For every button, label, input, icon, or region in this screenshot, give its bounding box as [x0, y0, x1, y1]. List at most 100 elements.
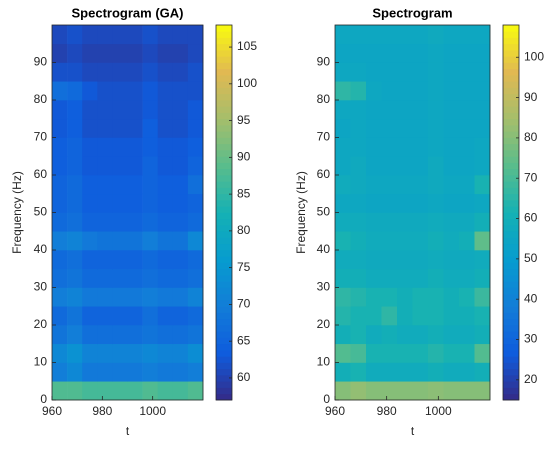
- heatmap-cell: [82, 81, 98, 101]
- heatmap-cell: [112, 118, 128, 138]
- heatmap-cell: [381, 381, 398, 401]
- heatmap-cell: [335, 231, 351, 251]
- heatmap-cell: [172, 156, 189, 176]
- heatmap-cell: [67, 25, 83, 45]
- colorbar-segment: [503, 143, 519, 151]
- heatmap-cell: [459, 43, 475, 63]
- y-tick-label: 10: [317, 355, 331, 369]
- heatmap-cell: [350, 156, 367, 176]
- colorbar-segment: [216, 343, 232, 351]
- heatmap-cell: [97, 381, 113, 401]
- heatmap-cell: [412, 62, 429, 82]
- heatmap-cell: [187, 81, 204, 101]
- heatmap-cell: [67, 156, 83, 176]
- heatmap-cell: [172, 325, 189, 345]
- heatmap-cell: [459, 62, 475, 82]
- heatmap-cell: [157, 62, 174, 82]
- heatmap-cell: [335, 43, 351, 63]
- heatmap-cell: [112, 62, 128, 82]
- heatmap-cell: [142, 343, 158, 363]
- colorbar-segment: [216, 387, 232, 395]
- y-axis-label: Frequency (Hz): [10, 171, 24, 254]
- colorbar-segment: [216, 43, 232, 51]
- heatmap-cell: [428, 137, 444, 157]
- heatmap-cell: [459, 156, 475, 176]
- colorbar-segment: [216, 237, 232, 245]
- heatmap-cell: [187, 212, 204, 232]
- heatmap-cell: [142, 100, 158, 120]
- colorbar-frame: [215, 24, 233, 401]
- heatmap-cell: [350, 287, 367, 307]
- heatmap-cell: [187, 287, 204, 307]
- heatmap-cell: [335, 381, 351, 401]
- y-tick-label: 0: [40, 392, 47, 406]
- heatmap-cell: [97, 100, 113, 120]
- y-tick-label: 60: [317, 167, 331, 181]
- heatmap-cell: [428, 175, 444, 195]
- heatmap-cell: [412, 43, 429, 63]
- colorbar-tick-label: 40: [524, 291, 538, 305]
- heatmap-cell: [67, 175, 83, 195]
- heatmap-cell: [127, 175, 143, 195]
- heatmap-cell: [412, 156, 429, 176]
- heatmap-cell: [82, 268, 98, 288]
- heatmap-cell: [97, 250, 113, 270]
- colorbar-segment: [216, 25, 232, 32]
- heatmap-cell: [474, 287, 491, 307]
- heatmap-cell: [97, 81, 113, 101]
- heatmap-cell: [67, 343, 83, 363]
- colorbar-segment: [503, 262, 519, 270]
- colorbar-segment: [503, 387, 519, 395]
- colorbar-segment: [503, 268, 519, 276]
- heatmap-cell: [157, 175, 174, 195]
- colorbar-segment: [503, 381, 519, 388]
- heatmap-cell: [112, 343, 128, 363]
- colorbar-segment: [503, 225, 519, 232]
- heatmap-cell: [366, 25, 382, 45]
- colorbar-segment: [216, 150, 232, 157]
- heatmap-cell: [412, 25, 429, 45]
- heatmap-cell: [443, 268, 460, 288]
- x-tick-label: 960: [325, 404, 345, 418]
- heatmap-cell: [112, 100, 128, 120]
- heatmap-cell: [157, 25, 174, 45]
- colorbar-tick-label: 100: [237, 76, 257, 90]
- heatmap-cell: [97, 268, 113, 288]
- heatmap-cell: [428, 62, 444, 82]
- heatmap-cell: [366, 100, 382, 120]
- heatmap-cell: [350, 306, 367, 326]
- y-tick-label: 90: [317, 55, 331, 69]
- colorbar-segment: [503, 250, 519, 257]
- colorbar-segment: [216, 75, 232, 82]
- heatmap-cell: [366, 306, 382, 326]
- heatmap-cell: [474, 175, 491, 195]
- colorbar-segment: [503, 362, 519, 370]
- heatmap-cell: [112, 25, 128, 45]
- chart-title: Spectrogram (GA): [72, 5, 184, 20]
- heatmap-cell: [52, 381, 68, 401]
- heatmap-cell: [381, 231, 398, 251]
- heatmap-cell: [157, 268, 174, 288]
- colorbar-segment: [216, 325, 232, 332]
- heatmap-cell: [381, 325, 398, 345]
- heatmap-cell: [474, 268, 491, 288]
- heatmap-cell: [381, 156, 398, 176]
- heatmap-cell: [428, 343, 444, 363]
- colorbar-segment: [216, 331, 232, 338]
- colorbar-segment: [216, 93, 232, 101]
- heatmap-cell: [443, 81, 460, 101]
- heatmap-cell: [335, 62, 351, 82]
- heatmap-cell: [67, 268, 83, 288]
- colorbar-segment: [216, 37, 232, 45]
- heatmap-cell: [412, 287, 429, 307]
- heatmap-cell: [335, 100, 351, 120]
- heatmap-cell: [172, 287, 189, 307]
- heatmap-cell: [52, 118, 68, 138]
- heatmap-cell: [366, 250, 382, 270]
- colorbar-segment: [216, 393, 232, 401]
- colorbar-segment: [503, 393, 519, 401]
- heatmap-cell: [52, 287, 68, 307]
- colorbar-segment: [503, 312, 519, 320]
- colorbar-segment: [503, 300, 519, 307]
